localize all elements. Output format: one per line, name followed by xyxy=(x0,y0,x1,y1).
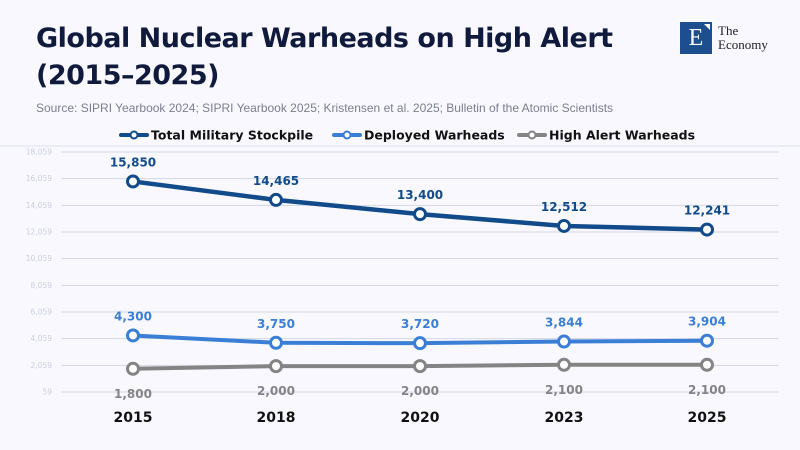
data-point xyxy=(269,359,283,374)
data-label: 4,300 xyxy=(114,309,152,323)
data-point xyxy=(413,359,427,374)
y-tick-label: 59 xyxy=(42,388,52,397)
y-tick-label: 4,059 xyxy=(31,334,53,343)
data-label: 3,720 xyxy=(401,317,439,331)
data-label: 2,000 xyxy=(401,384,439,398)
y-tick-label: 12,059 xyxy=(26,228,52,237)
data-point xyxy=(269,192,283,207)
data-point xyxy=(269,335,283,350)
data-point xyxy=(700,357,714,372)
data-label: 15,850 xyxy=(110,155,156,169)
source-note: Source: SIPRI Yearbook 2024; SIPRI Yearb… xyxy=(36,101,614,115)
legend-swatch-marker xyxy=(527,130,537,140)
data-label: 12,512 xyxy=(541,200,587,214)
data-label: 2,100 xyxy=(545,383,583,397)
y-tick-label: 6,059 xyxy=(31,308,53,317)
data-point xyxy=(700,333,714,348)
data-point xyxy=(413,336,427,351)
data-point xyxy=(126,328,140,343)
data-label: 3,750 xyxy=(257,317,295,331)
data-point xyxy=(700,222,714,237)
data-point xyxy=(126,174,140,189)
y-tick-label: 8,059 xyxy=(31,281,53,290)
y-tick-label: 10,059 xyxy=(26,254,52,263)
title-line-1: Global Nuclear Warheads on High Alert xyxy=(36,23,613,54)
legend-swatch-marker xyxy=(129,130,139,140)
chart-title: Global Nuclear Warheads on High Alert (2… xyxy=(36,20,636,94)
data-label: 3,904 xyxy=(688,315,726,329)
data-label: 13,400 xyxy=(397,188,443,202)
x-tick-label: 2018 xyxy=(257,410,296,426)
legend-label: Total Military Stockpile xyxy=(151,128,313,143)
data-point xyxy=(126,361,140,376)
logo-text-line-1: The xyxy=(718,23,739,38)
data-label: 14,465 xyxy=(253,174,299,188)
logo-text-line-2: Economy xyxy=(718,37,768,52)
logo-mark: E xyxy=(680,22,712,54)
data-label: 2,000 xyxy=(257,384,295,398)
y-tick-label: 2,059 xyxy=(31,361,53,370)
data-point xyxy=(557,218,571,233)
legend-swatch-marker xyxy=(342,130,352,140)
data-point xyxy=(413,207,427,222)
x-tick-label: 2025 xyxy=(688,410,727,426)
the-economy-logo: E The Economy xyxy=(680,22,768,54)
y-tick-label: 14,059 xyxy=(26,201,52,210)
legend-label: Deployed Warheads xyxy=(364,128,505,143)
data-point xyxy=(557,357,571,372)
logo-text: The Economy xyxy=(718,24,768,52)
x-tick-label: 2020 xyxy=(401,410,440,426)
data-label: 3,844 xyxy=(545,316,583,330)
title-line-2: (2015–2025) xyxy=(36,60,219,91)
data-point xyxy=(557,334,571,349)
x-tick-label: 2023 xyxy=(545,410,584,426)
data-label: 1,800 xyxy=(114,387,152,401)
x-tick-label: 2015 xyxy=(114,410,153,426)
data-label: 12,241 xyxy=(684,204,730,218)
data-label: 2,100 xyxy=(688,383,726,397)
y-tick-label: 18,059 xyxy=(26,148,52,157)
y-tick-label: 16,059 xyxy=(26,174,52,183)
legend-label: High Alert Warheads xyxy=(549,128,695,143)
